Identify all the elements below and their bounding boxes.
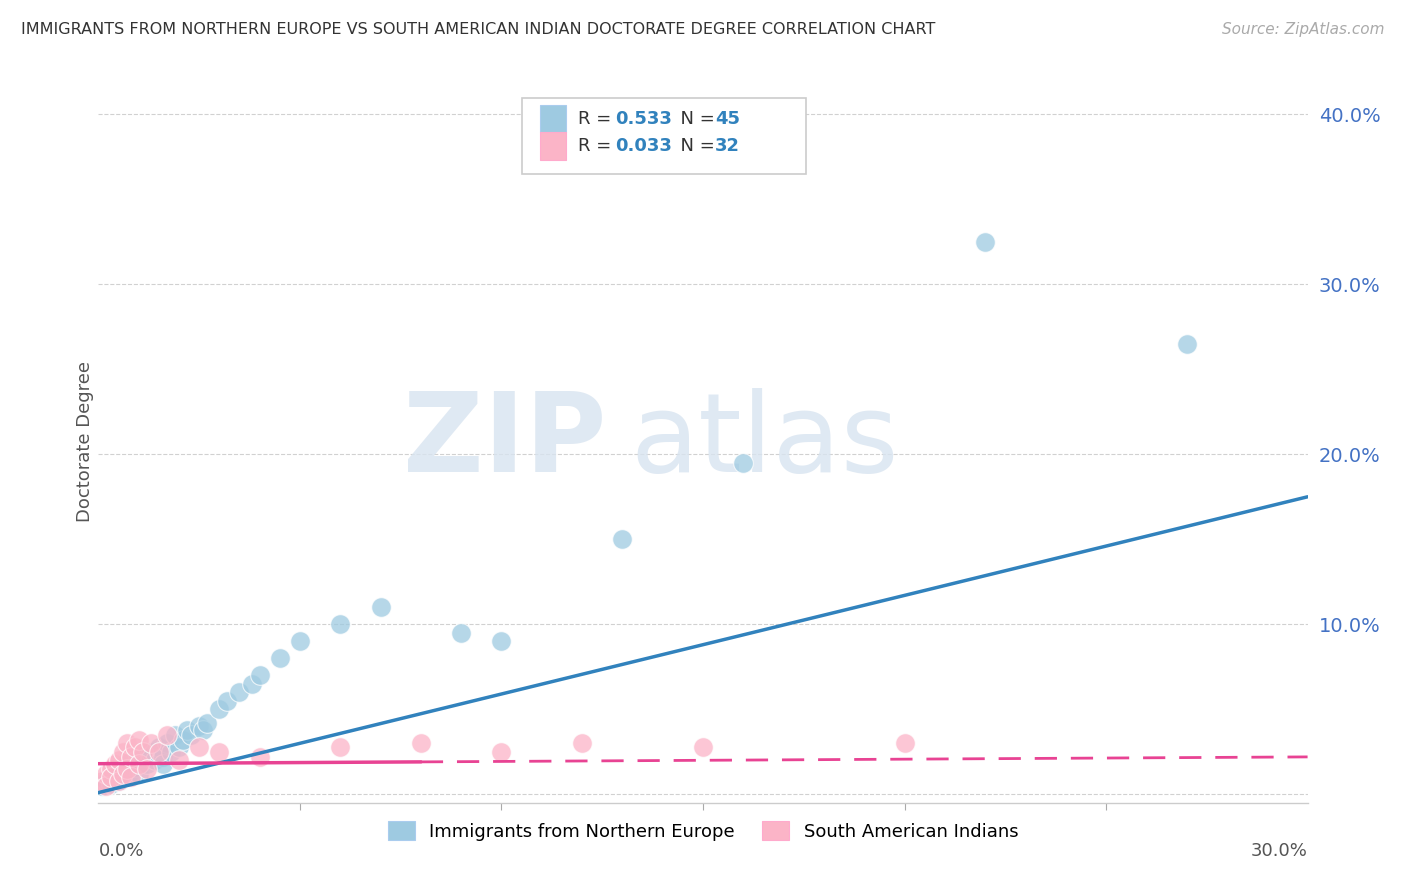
Point bbox=[733, 456, 755, 470]
Text: 0.0%: 0.0% bbox=[98, 842, 143, 860]
Point bbox=[249, 750, 271, 764]
Point bbox=[120, 750, 142, 764]
Point bbox=[288, 634, 311, 648]
Point bbox=[491, 634, 513, 648]
FancyBboxPatch shape bbox=[522, 98, 806, 174]
Point bbox=[120, 765, 142, 780]
Point bbox=[100, 770, 122, 784]
Point bbox=[409, 736, 432, 750]
Point bbox=[370, 600, 392, 615]
Point bbox=[692, 739, 714, 754]
Point bbox=[450, 625, 472, 640]
Text: atlas: atlas bbox=[630, 388, 898, 495]
Point bbox=[269, 651, 291, 665]
Bar bbox=[540, 132, 567, 160]
Text: 32: 32 bbox=[716, 137, 740, 155]
Text: N =: N = bbox=[669, 137, 721, 155]
Point bbox=[249, 668, 271, 682]
Point bbox=[128, 732, 150, 747]
Text: R =: R = bbox=[578, 110, 617, 128]
Point bbox=[111, 767, 134, 781]
Point bbox=[132, 745, 155, 759]
Point bbox=[176, 723, 198, 737]
Text: 0.033: 0.033 bbox=[614, 137, 672, 155]
Point bbox=[329, 617, 352, 632]
Point bbox=[120, 770, 142, 784]
Point bbox=[208, 702, 231, 716]
Text: 0.533: 0.533 bbox=[614, 110, 672, 128]
Point bbox=[128, 767, 150, 781]
Point bbox=[148, 745, 170, 759]
Point bbox=[612, 533, 634, 547]
Point bbox=[148, 739, 170, 754]
Point bbox=[96, 773, 118, 788]
Point bbox=[172, 732, 194, 747]
Point bbox=[156, 736, 179, 750]
Point bbox=[111, 745, 134, 759]
Legend: Immigrants from Northern Europe, South American Indians: Immigrants from Northern Europe, South A… bbox=[381, 814, 1025, 848]
Text: IMMIGRANTS FROM NORTHERN EUROPE VS SOUTH AMERICAN INDIAN DOCTORATE DEGREE CORREL: IMMIGRANTS FROM NORTHERN EUROPE VS SOUTH… bbox=[21, 22, 935, 37]
Point bbox=[100, 777, 122, 791]
Point bbox=[124, 760, 146, 774]
Point bbox=[139, 736, 162, 750]
Point bbox=[96, 767, 118, 781]
Point bbox=[115, 736, 138, 750]
Point bbox=[139, 745, 162, 759]
Text: ZIP: ZIP bbox=[404, 388, 606, 495]
Point bbox=[91, 773, 114, 788]
Point bbox=[208, 745, 231, 759]
Point bbox=[100, 762, 122, 776]
Point bbox=[163, 728, 186, 742]
Point bbox=[132, 750, 155, 764]
Point bbox=[571, 736, 593, 750]
Point bbox=[491, 745, 513, 759]
Point bbox=[135, 756, 157, 771]
Point bbox=[96, 779, 118, 793]
Point bbox=[167, 739, 190, 754]
Point bbox=[103, 770, 125, 784]
Point bbox=[188, 719, 211, 733]
Point bbox=[152, 750, 174, 764]
Point bbox=[156, 728, 179, 742]
Point bbox=[103, 756, 125, 771]
Point bbox=[893, 736, 915, 750]
Point bbox=[111, 762, 134, 776]
Point bbox=[1175, 336, 1198, 351]
Point bbox=[195, 715, 218, 730]
Point bbox=[217, 694, 239, 708]
Point bbox=[107, 767, 129, 781]
Text: 30.0%: 30.0% bbox=[1251, 842, 1308, 860]
Point bbox=[167, 753, 190, 767]
Point bbox=[329, 739, 352, 754]
Point bbox=[115, 762, 138, 776]
Point bbox=[128, 753, 150, 767]
Point bbox=[91, 779, 114, 793]
Point bbox=[115, 770, 138, 784]
Point bbox=[228, 685, 250, 699]
Point bbox=[160, 745, 183, 759]
Text: 45: 45 bbox=[716, 110, 740, 128]
Y-axis label: Doctorate Degree: Doctorate Degree bbox=[76, 361, 94, 522]
Text: Source: ZipAtlas.com: Source: ZipAtlas.com bbox=[1222, 22, 1385, 37]
Bar bbox=[540, 105, 567, 132]
Point bbox=[188, 739, 211, 754]
Point bbox=[124, 739, 146, 754]
Point bbox=[115, 756, 138, 771]
Point bbox=[107, 753, 129, 767]
Text: R =: R = bbox=[578, 137, 617, 155]
Point bbox=[240, 677, 263, 691]
Point bbox=[135, 762, 157, 776]
Point bbox=[974, 235, 997, 249]
Point bbox=[107, 773, 129, 788]
Point bbox=[193, 723, 215, 737]
Text: N =: N = bbox=[669, 110, 721, 128]
Point bbox=[180, 728, 202, 742]
Point bbox=[107, 773, 129, 788]
Point bbox=[128, 756, 150, 771]
Point bbox=[152, 756, 174, 771]
Point bbox=[143, 753, 166, 767]
